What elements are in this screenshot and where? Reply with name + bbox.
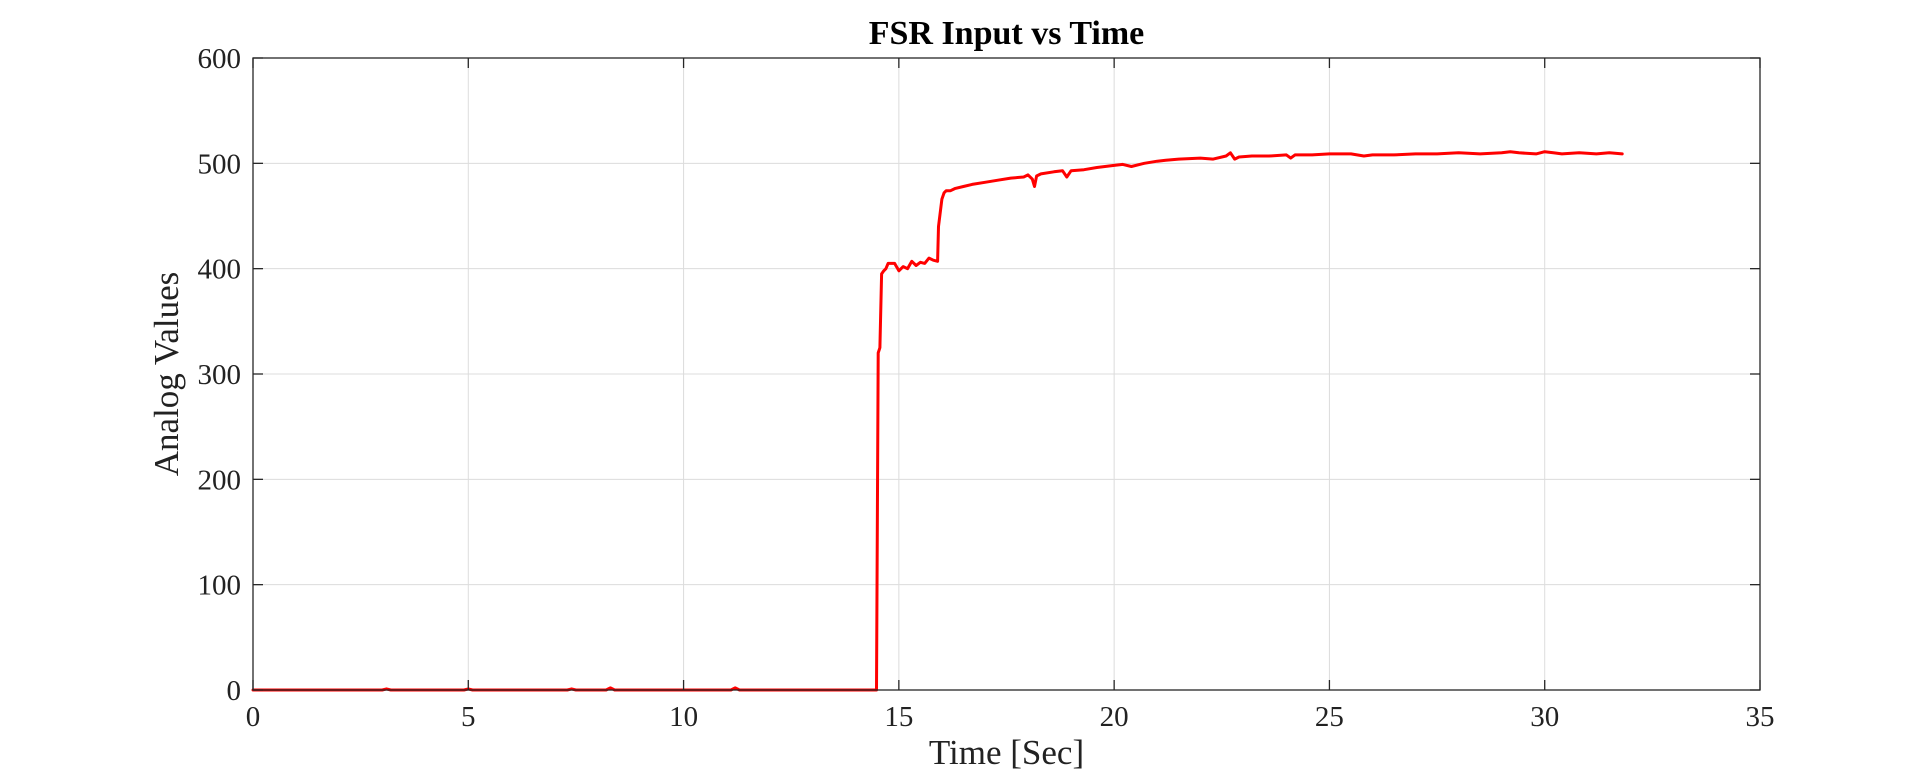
- series-layer: [251, 150, 1624, 692]
- y-tick-label: 300: [198, 359, 242, 391]
- y-tick-labels: 0 100 200 300 400 500 600: [198, 43, 242, 707]
- x-tick-label: 15: [884, 701, 913, 733]
- x-tick-label: 25: [1315, 701, 1344, 733]
- y-tick-label: 400: [198, 254, 242, 286]
- x-tick-labels: 0 5 10 15 20 25 30 35: [246, 701, 1775, 733]
- x-tick-label: 30: [1530, 701, 1559, 733]
- y-tick-label: 600: [198, 43, 242, 75]
- x-tick-label: 35: [1746, 701, 1775, 733]
- y-tick-label: 100: [198, 570, 242, 602]
- x-tick-label: 10: [669, 701, 698, 733]
- y-tick-label: 200: [198, 464, 242, 496]
- y-tick-label: 500: [198, 148, 242, 180]
- series-line: [251, 150, 1624, 692]
- tick-marks: [252, 57, 1761, 691]
- x-tick-label: 0: [246, 701, 261, 733]
- y-tick-label: 0: [227, 675, 242, 707]
- x-tick-label: 20: [1100, 701, 1129, 733]
- y-axis-label: Analog Values: [147, 272, 186, 476]
- grid-lines: [252, 57, 1761, 691]
- chart-title: FSR Input vs Time: [869, 15, 1145, 52]
- x-axis-label: Time [Sec]: [929, 733, 1084, 772]
- x-tick-label: 5: [461, 701, 476, 733]
